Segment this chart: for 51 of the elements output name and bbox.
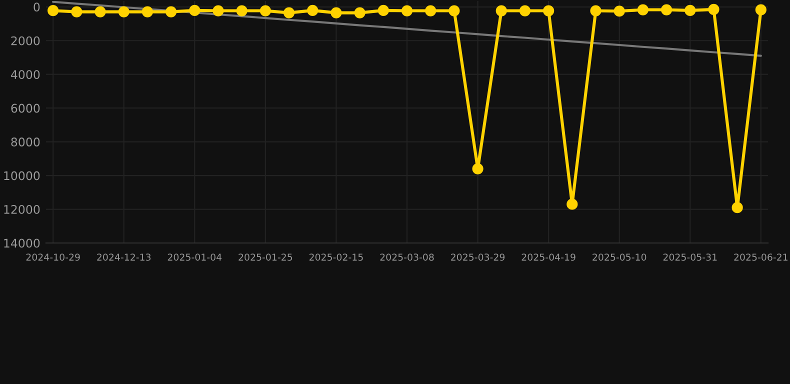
point [496,5,507,16]
x-tick-label: 2025-03-08 [380,254,434,261]
point [684,4,696,16]
y-tick-label: 10000 [4,171,40,180]
y-tick-label: 12000 [4,204,40,214]
point [755,4,766,16]
point [260,5,271,16]
point [708,4,720,15]
point [354,7,366,18]
point [448,5,460,16]
x-tick-label: 2024-10-29 [26,254,80,261]
point [543,5,554,16]
y-tick-label: 4000 [10,70,40,80]
point [189,4,200,16]
x-tick-label: 2025-01-25 [238,254,292,261]
point [732,202,743,214]
point [142,6,154,18]
y-tick-label: 14000 [4,238,40,248]
point [637,4,649,16]
point [660,4,672,16]
point [590,5,602,16]
point [94,6,106,18]
point [425,5,436,16]
point [283,7,295,18]
point [401,5,413,16]
x-tick-label: 2025-04-19 [522,254,576,261]
line-series [52,1,762,57]
y-tick-label: 6000 [11,104,40,113]
x-tick-label: 2025-03-29 [451,254,505,261]
point [71,6,82,18]
point [519,5,531,16]
point [330,7,342,18]
point [307,4,318,16]
x-tick-label: 2025-02-15 [309,254,363,261]
point [165,6,177,18]
point [48,5,59,16]
x-tick-label: 2024-12-13 [97,254,151,261]
point [472,163,484,174]
x-tick-label: 2025-05-31 [663,254,717,261]
point [236,5,248,16]
x-tick-label: 2025-05-10 [592,254,646,261]
point [118,6,130,18]
point [378,4,389,16]
x-tick-label: 2025-06-21 [734,254,788,261]
y-tick-label: 2000 [11,36,40,46]
point [212,5,224,16]
point [614,6,625,17]
y-tick-label: 8000 [11,138,40,146]
x-tick-label: 2025-01-04 [168,254,222,261]
y-tick-label: 0 [34,2,40,12]
point [566,198,578,210]
